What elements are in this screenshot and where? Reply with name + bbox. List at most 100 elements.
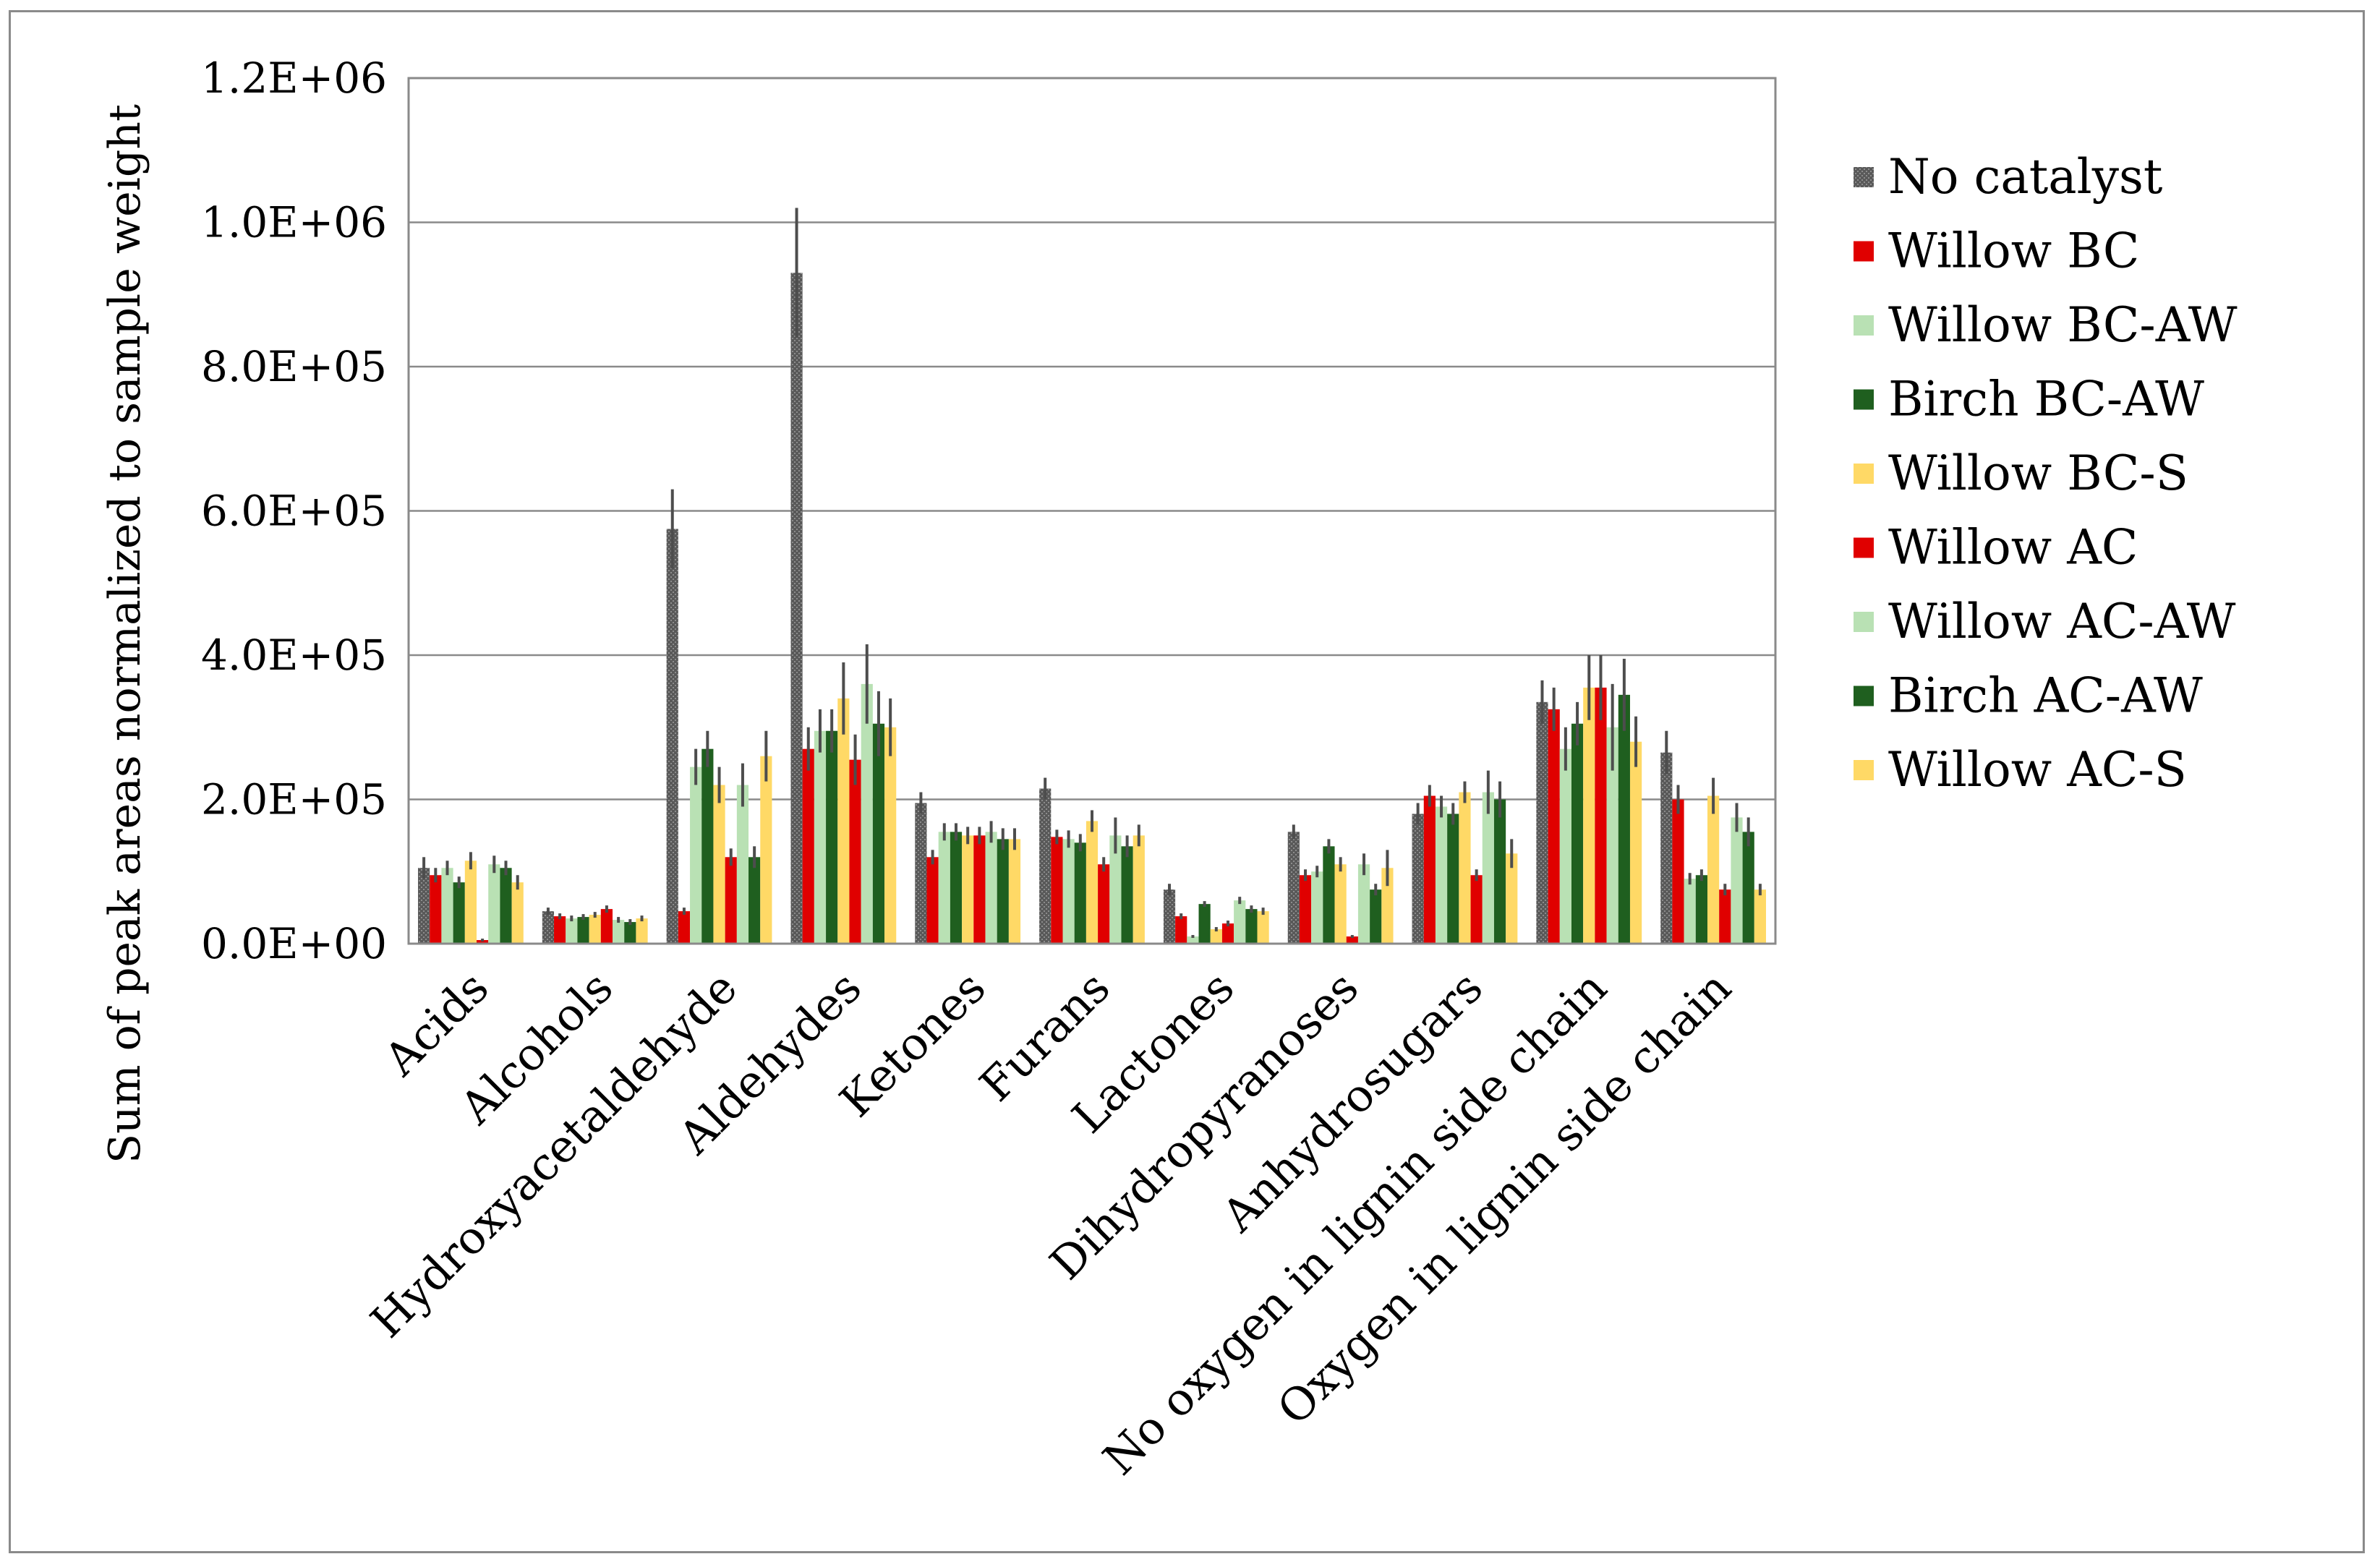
bar [1051, 837, 1063, 944]
bar [725, 857, 737, 944]
bar [1062, 839, 1075, 944]
bar [926, 857, 939, 944]
bar [849, 759, 861, 944]
bar [1629, 741, 1642, 944]
bar [748, 857, 761, 944]
bar [678, 911, 691, 944]
bar [430, 875, 442, 944]
bar [1482, 792, 1494, 944]
bar [713, 785, 725, 944]
bar [1583, 687, 1595, 944]
bar [1506, 853, 1518, 944]
bar [1559, 748, 1571, 944]
bar [453, 882, 465, 944]
bar [1447, 814, 1459, 944]
bar [488, 864, 500, 944]
legend-label: Willow BC-AW [1888, 297, 2238, 353]
bar [577, 917, 589, 944]
bar [1742, 832, 1754, 944]
bar [1423, 795, 1436, 944]
y-tick-label: 8.0E+05 [201, 342, 387, 391]
bar [1660, 752, 1673, 944]
bar [1234, 900, 1246, 944]
y-tick-label: 6.0E+05 [201, 487, 387, 536]
bars [418, 273, 1766, 944]
bar [511, 882, 524, 944]
chart-frame: 0.0E+00 2.0E+05 4.0E+05 6.0E+05 8.0E+05 1.0E+… [9, 10, 2365, 1553]
bar [1175, 916, 1187, 944]
error-bars [422, 208, 1762, 942]
legend-label: Willow AC-AW [1888, 594, 2236, 649]
bar [814, 730, 827, 944]
legend-label: Willow AC [1888, 520, 2138, 576]
bar [884, 727, 897, 944]
legend-swatch [1854, 612, 1874, 632]
y-tick-label: 1.2E+06 [201, 54, 387, 103]
bar [938, 832, 950, 944]
x-category-label: Oxygen in lignin side chain [1267, 961, 1741, 1435]
y-tick-label: 0.0E+00 [201, 919, 387, 968]
bar [1493, 799, 1506, 944]
bar [1595, 687, 1607, 944]
bar [1163, 889, 1176, 944]
legend: No catalyst Willow BC Willow BC-AW Birch BC… [1854, 149, 2238, 798]
bar [1370, 889, 1382, 944]
bar [477, 940, 489, 944]
legend-label: Willow AC-S [1888, 742, 2187, 798]
bar [1459, 792, 1471, 944]
bar [1109, 835, 1122, 944]
bar [1672, 799, 1684, 944]
bar [1098, 864, 1110, 944]
y-tick-label: 2.0E+05 [201, 775, 387, 824]
legend-label: Willow BC [1888, 223, 2139, 279]
legend-swatch [1854, 241, 1874, 262]
bar [837, 698, 850, 944]
bar [1311, 871, 1323, 944]
bar [1008, 839, 1021, 944]
bar [1571, 723, 1584, 944]
bar [997, 839, 1009, 944]
y-axis-tick-labels: 0.0E+00 2.0E+05 4.0E+05 6.0E+05 8.0E+05 1.0E+… [201, 54, 387, 968]
bar [1085, 821, 1099, 944]
bar [985, 832, 997, 944]
bar [1606, 727, 1618, 944]
bar [1719, 889, 1731, 944]
legend-label: Willow BC-S [1888, 445, 2188, 501]
y-tick-label: 1.0E+06 [201, 198, 387, 247]
legend-swatch [1854, 389, 1874, 410]
bar [1548, 709, 1560, 944]
bar [1257, 911, 1269, 944]
bar [1121, 846, 1133, 944]
x-axis-category-labels: AcidsAlcoholsHydroxyacetaldehydeAldehyde… [360, 961, 1741, 1485]
bar [1754, 889, 1766, 944]
bar [418, 868, 430, 944]
bar [1074, 842, 1086, 944]
legend-label: No catalyst [1888, 149, 2162, 205]
bar [1198, 904, 1211, 944]
bar [1731, 817, 1743, 944]
bar [962, 835, 974, 944]
bar [861, 683, 873, 944]
bar [441, 868, 453, 944]
bar [802, 748, 814, 944]
bar [790, 273, 803, 944]
bar [690, 767, 702, 944]
bar [636, 918, 648, 944]
bar [1323, 846, 1335, 944]
bar-chart: 0.0E+00 2.0E+05 4.0E+05 6.0E+05 8.0E+05 1.0E+… [100, 54, 2238, 1485]
bar [1221, 923, 1234, 944]
bar [464, 861, 477, 944]
bar [542, 911, 555, 944]
bar [826, 730, 838, 944]
legend-swatch [1854, 537, 1874, 558]
bar [1287, 832, 1300, 944]
bar [973, 835, 986, 944]
bar [589, 915, 601, 944]
bar [1470, 875, 1483, 944]
legend-label: Birch BC-AW [1888, 372, 2204, 427]
y-axis-title: Sum of peak areas normalized to sample w… [100, 104, 150, 1163]
bar [624, 922, 636, 944]
bar [1245, 909, 1258, 944]
bar [1435, 806, 1448, 944]
bar [760, 756, 772, 944]
